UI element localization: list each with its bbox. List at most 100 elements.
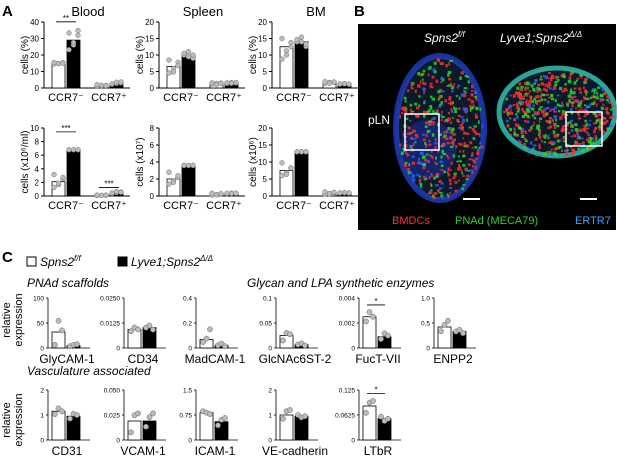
stain-speck: [528, 129, 532, 132]
y-tick-label: 0: [35, 192, 40, 201]
data-point: [287, 331, 293, 338]
stain-speck: [430, 183, 433, 188]
stain-speck: [423, 91, 426, 95]
stain-speck: [593, 100, 596, 104]
stain-speck: [442, 142, 444, 145]
stain-speck: [428, 66, 432, 70]
y-axis-label: cells (%): [248, 36, 259, 74]
y-tick-label: 10: [145, 51, 154, 60]
stain-speck: [446, 170, 449, 175]
stain-speck: [429, 85, 434, 89]
stain-speck: [550, 108, 554, 111]
stain-speck: [463, 154, 466, 157]
stain-speck: [537, 83, 541, 87]
stain-speck: [433, 192, 436, 195]
stain-speck: [595, 119, 598, 124]
stain-speck: [423, 100, 426, 103]
stain-speck: [567, 79, 572, 84]
stain-speck: [470, 84, 474, 89]
x-tick-label: CCR7⁺: [91, 92, 127, 104]
stain-speck: [447, 102, 452, 105]
stain-speck: [435, 163, 438, 165]
data-point: [51, 184, 57, 191]
stain-speck: [425, 177, 428, 179]
data-point: [166, 181, 172, 187]
legend-label-ko: Lyve1;Spns2Δ/Δ: [131, 254, 213, 269]
chart-c-icam-1: 0 0.75 1.5 ICAM-1: [179, 388, 238, 458]
stain-speck: [547, 72, 551, 74]
stain-speck: [524, 146, 527, 149]
stain-speck: [447, 117, 451, 121]
data-point: [378, 336, 384, 342]
stain-speck: [595, 96, 599, 100]
stain-speck: [426, 160, 430, 163]
stain-speck: [457, 167, 461, 171]
stain-speck: [568, 98, 571, 103]
y-axis-label: cells (%): [135, 36, 146, 74]
stain-speck: [533, 113, 538, 116]
stain-speck: [520, 130, 524, 135]
stain-speck: [431, 97, 436, 101]
stain-speck: [530, 141, 533, 145]
stain-speck: [570, 72, 573, 75]
stain-speck: [430, 118, 433, 121]
data-point: [190, 162, 196, 169]
stain-speck: [471, 146, 474, 149]
stain-speck: [560, 74, 563, 77]
stain-speck: [451, 129, 454, 134]
stain-speck: [421, 155, 426, 159]
stain-speck: [515, 91, 520, 95]
stain-speck: [558, 104, 563, 107]
stain-speck: [577, 117, 582, 120]
stain-speck: [425, 121, 429, 125]
lymph-node-ko: [496, 65, 617, 159]
stain-speck: [547, 96, 552, 99]
stain-speck: [574, 127, 579, 132]
stain-speck: [432, 109, 435, 114]
data-point: [233, 79, 239, 86]
data-point: [52, 341, 58, 348]
data-point: [60, 174, 66, 181]
data-point: [209, 190, 215, 196]
stain-speck: [463, 131, 466, 135]
stain-speck: [432, 116, 436, 121]
y-tick-label: 0: [116, 346, 120, 353]
stain-speck: [452, 154, 455, 158]
stain-speck: [456, 160, 459, 163]
stain-speck: [562, 110, 565, 114]
stain-speck: [418, 175, 421, 178]
stain-speck: [609, 124, 613, 127]
stain-speck: [537, 88, 541, 91]
data-point: [288, 44, 294, 50]
stain-speck: [427, 170, 430, 173]
stain-speck: [593, 88, 597, 92]
stain-speck: [569, 119, 574, 122]
data-point: [438, 328, 444, 335]
stain-speck: [447, 127, 451, 131]
bar: [51, 62, 66, 89]
stain-speck: [553, 134, 557, 138]
stain-speck: [422, 110, 426, 113]
panel-letter-c: C: [2, 249, 13, 266]
stain-speck: [602, 103, 605, 106]
stain-speck: [472, 130, 477, 133]
y-tick-label: 20: [258, 18, 267, 27]
chart-c-enpp2: 0 0.5 1.0 ENPP2: [421, 296, 476, 366]
data-point: [283, 171, 290, 177]
stain-speck: [478, 134, 481, 137]
bar: [362, 316, 377, 349]
stain-speck: [586, 97, 589, 100]
stain-speck: [545, 88, 548, 92]
chart-c-glycam-1: 0 50 100 GlyCAM-1: [33, 296, 95, 367]
stain-speck: [527, 110, 531, 113]
data-point: [326, 80, 333, 86]
data-point: [200, 339, 206, 345]
stain-speck: [442, 136, 446, 139]
stain-speck: [525, 99, 528, 103]
stain-speck: [609, 108, 613, 111]
stain-speck: [566, 148, 569, 151]
x-tick-label: CCR7⁺: [206, 200, 242, 212]
x-tick-label: CCR7⁺: [91, 200, 127, 212]
stain-speck: [568, 121, 572, 124]
stain-speck: [526, 116, 531, 119]
